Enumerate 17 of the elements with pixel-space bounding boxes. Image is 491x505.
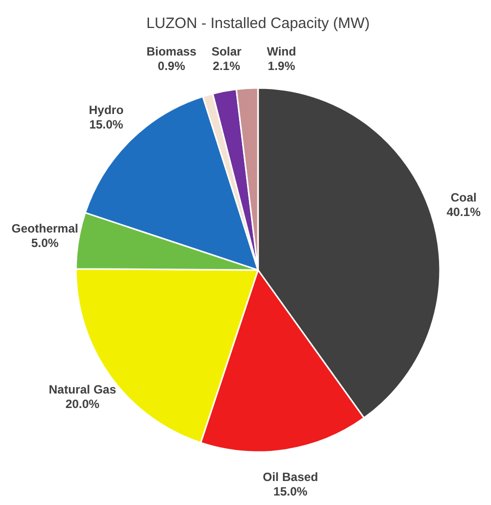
slice-label: Coal (450, 190, 477, 204)
data-label: 15.0% (89, 117, 124, 132)
slice-label: Natural Gas (48, 382, 116, 396)
data-label: 2.1% (212, 59, 240, 73)
slice-label: Wind (266, 44, 296, 59)
data-label: 1.9% (268, 59, 296, 73)
chart-title: LUZON - Installed Capacity (MW) (146, 15, 370, 32)
data-label: 20.0% (65, 396, 100, 411)
slice-label: Solar (211, 44, 242, 59)
data-label: 15.0% (273, 484, 308, 499)
data-label: 5.0% (31, 236, 59, 250)
slice-label: Hydro (88, 102, 124, 117)
slice-label: Oil Based (262, 470, 318, 484)
slice-label: Geothermal (12, 221, 78, 236)
slice-label: Biomass (146, 44, 197, 59)
data-label: 0.9% (158, 59, 186, 73)
data-label: 40.1% (446, 204, 481, 219)
